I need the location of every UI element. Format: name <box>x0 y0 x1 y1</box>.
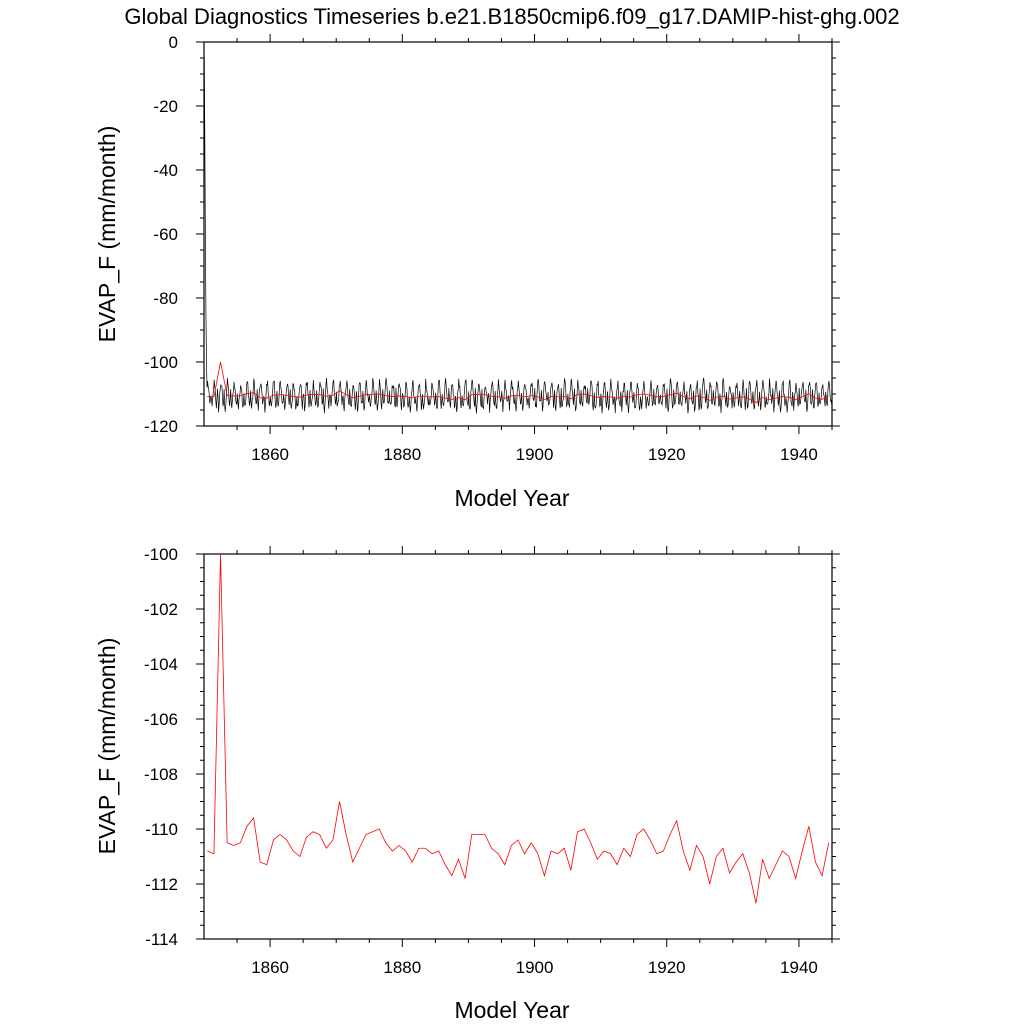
top-x-tick-label: 1880 <box>383 445 421 464</box>
bottom-x-axis: 1860 1880 1900 1920 1940 <box>236 546 833 977</box>
top-y-tick-label: -20 <box>153 97 178 116</box>
bottom-y-tick-label: -106 <box>144 710 178 729</box>
top-x-tick-label: 1900 <box>516 445 554 464</box>
bottom-y-tick-label: -112 <box>145 875 178 894</box>
top-series-line-1 <box>207 361 829 404</box>
top-x-tick-label: 1860 <box>251 445 289 464</box>
bottom-x-tick-label: 1900 <box>516 958 554 977</box>
top-x-axis: 1860 1880 1900 1920 1940 <box>236 34 833 464</box>
bottom-x-tick-label: 1920 <box>648 958 686 977</box>
bottom-series <box>207 553 830 904</box>
bottom-x-axis-label: Model Year <box>454 997 569 1023</box>
bottom-x-tick-label: 1940 <box>780 958 818 977</box>
top-x-axis-label: Model Year <box>454 485 569 511</box>
top-series-line-0 <box>203 57 833 414</box>
bottom-panel: -100 -102 -104 -106 -108 -110 -112 -114 1860 188… <box>94 545 840 1023</box>
top-y-tick-label: -40 <box>153 161 178 180</box>
top-panel: 0 -20 -40 -60 -80 -100 -120 1860 1880 1900 1920 19… <box>94 33 840 511</box>
top-x-tick-label: 1920 <box>648 445 686 464</box>
top-y-tick-label: -80 <box>153 289 178 308</box>
bottom-x-tick-label: 1860 <box>251 958 289 977</box>
bottom-plot-frame <box>203 553 833 940</box>
bottom-y-tick-label: -114 <box>145 930 178 949</box>
bottom-y-tick-label: -110 <box>145 820 178 839</box>
top-y-axis-label: EVAP_F (mm/month) <box>94 126 120 343</box>
bottom-y-tick-label: -104 <box>144 655 178 674</box>
top-plot-frame <box>203 41 833 427</box>
top-y-tick-label: -60 <box>153 225 178 244</box>
bottom-x-tick-label: 1880 <box>383 958 421 977</box>
top-x-tick-label: 1940 <box>780 445 818 464</box>
top-series <box>203 57 833 414</box>
bottom-y-tick-label: -100 <box>144 545 178 564</box>
top-y-axis: 0 -20 -40 -60 -80 -100 -120 <box>144 33 840 436</box>
chart-title: Global Diagnostics Timeseries b.e21.B185… <box>124 4 899 29</box>
bottom-series-line-0 <box>207 553 830 904</box>
top-y-tick-label: 0 <box>169 33 178 52</box>
top-y-tick-label: -100 <box>144 353 178 372</box>
bottom-y-axis-label: EVAP_F (mm/month) <box>94 638 120 855</box>
top-y-tick-label: -120 <box>144 417 178 436</box>
bottom-y-tick-label: -108 <box>144 765 178 784</box>
bottom-y-tick-label: -102 <box>144 600 178 619</box>
bottom-y-axis: -100 -102 -104 -106 -108 -110 -112 -114 <box>144 545 840 949</box>
